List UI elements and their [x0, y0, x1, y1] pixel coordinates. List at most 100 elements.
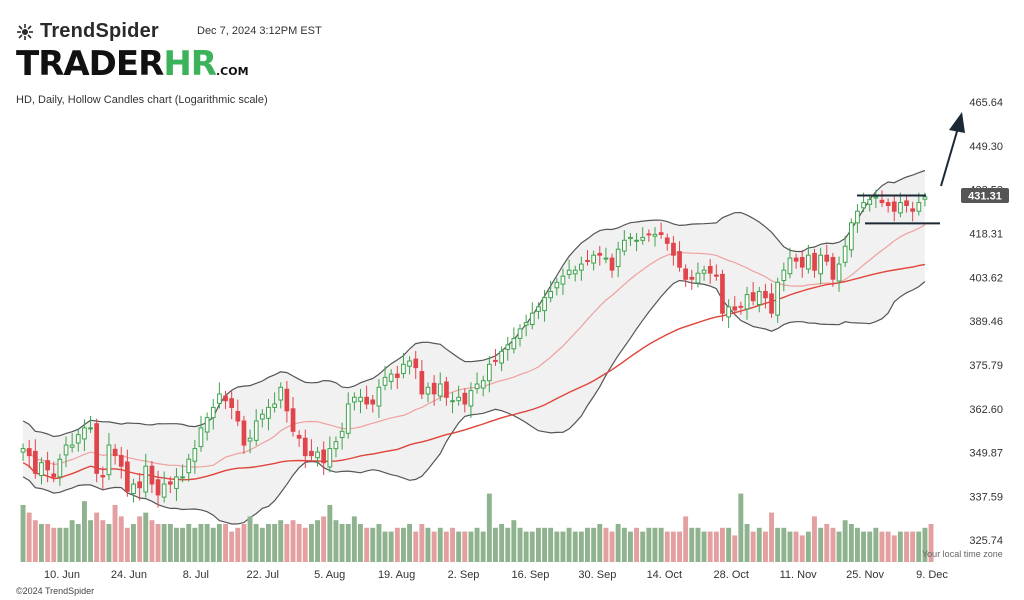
candle-body [769, 293, 774, 314]
candle-body [260, 413, 265, 420]
candle-body [517, 328, 523, 339]
candle-body [474, 383, 480, 390]
candle-body [836, 263, 842, 282]
volume-bar [603, 527, 609, 562]
price-badge-bg [961, 188, 1009, 203]
candle-body [364, 396, 369, 405]
volume-bar [628, 531, 633, 562]
volume-bar [787, 531, 793, 562]
volume-bar [284, 524, 290, 562]
volume-bar [848, 524, 854, 562]
volume-bar [364, 527, 370, 562]
volume-bar [891, 535, 897, 562]
volume-bar [480, 531, 486, 562]
candle-body [88, 427, 93, 430]
candle-body [26, 448, 32, 457]
candle-body [223, 395, 228, 402]
candle-body [603, 257, 609, 260]
volume-bar [670, 531, 676, 562]
volume-bar [474, 527, 480, 562]
volume-bar [437, 527, 443, 562]
band-lower-line [22, 279, 926, 525]
timezone-note: Your local time zone [922, 549, 1003, 559]
candle-body [548, 291, 553, 299]
x-tick-label: 10. Jun [44, 569, 80, 581]
volume-bar [763, 531, 768, 562]
candle-body [781, 269, 787, 282]
candle-body [487, 363, 492, 382]
candle-body [149, 465, 155, 485]
target-arrow-shaft [940, 127, 959, 187]
candle-body [229, 398, 235, 409]
brand-watermark: TRADERHR.COM [16, 44, 249, 92]
candle-body [523, 322, 529, 326]
y-tick-label: 418.31 [969, 229, 1003, 241]
volume-bar [204, 524, 210, 562]
volume-bar [358, 524, 363, 562]
candle-body [253, 420, 259, 441]
candle-body [609, 257, 615, 271]
volume-bar [799, 535, 805, 562]
candle-body [339, 430, 345, 438]
candle-body [855, 210, 860, 224]
candle-body [235, 411, 241, 422]
volume-bar [683, 516, 689, 562]
x-tick-label: 22. Jul [247, 569, 279, 581]
volume-bar [861, 531, 866, 562]
volume-bar [904, 531, 909, 562]
candle-body [376, 386, 382, 407]
candle-body [799, 257, 805, 268]
candle-body [125, 461, 130, 492]
volume-bar [39, 524, 44, 562]
volume-bar [769, 512, 774, 562]
volume-bar [167, 524, 173, 562]
candle-body [806, 254, 811, 270]
volume-bar [867, 531, 873, 562]
candle-body [505, 344, 511, 350]
volume-bar [922, 527, 928, 562]
candle-body [658, 232, 664, 235]
volume-bar [634, 527, 639, 562]
candle-body [646, 233, 652, 236]
candle-body [94, 423, 100, 474]
volume-bar [701, 531, 707, 562]
y-tick-label: 337.59 [969, 491, 1003, 503]
volume-bar [302, 527, 308, 562]
volume-bar [928, 524, 934, 562]
candle-body [468, 390, 474, 407]
candle-body [560, 275, 566, 285]
candle-body [63, 444, 69, 456]
x-tick-label: 14. Oct [647, 569, 682, 581]
candle-body [750, 292, 756, 302]
ma-short-line [22, 224, 926, 468]
volume-bar [235, 527, 241, 562]
volume-bar [910, 531, 916, 562]
volume-bar [118, 516, 124, 562]
volume-bar [597, 524, 603, 562]
candle-body [830, 257, 836, 280]
candle-body [891, 201, 897, 212]
volume-bar [775, 527, 781, 562]
volume-bar [585, 527, 590, 562]
candle-body [39, 462, 44, 477]
volume-bar [732, 535, 738, 562]
annotations [857, 112, 965, 225]
candle-body [793, 257, 799, 262]
candle-body [591, 254, 596, 264]
volume-bar [124, 527, 130, 562]
volume-bar [100, 520, 106, 562]
candle-body [842, 245, 848, 263]
candle-body [327, 448, 333, 468]
candle-body [358, 396, 363, 402]
logo-text: TrendSpider [40, 20, 159, 42]
candle-body [689, 276, 695, 280]
volume-bar [376, 524, 382, 562]
candle-body [75, 434, 81, 444]
ma-long-line [22, 263, 926, 481]
candle-body [413, 358, 419, 369]
candle-body [873, 196, 879, 199]
candle-body [640, 236, 646, 241]
candle-body [701, 269, 707, 274]
volume-bar [94, 512, 100, 562]
